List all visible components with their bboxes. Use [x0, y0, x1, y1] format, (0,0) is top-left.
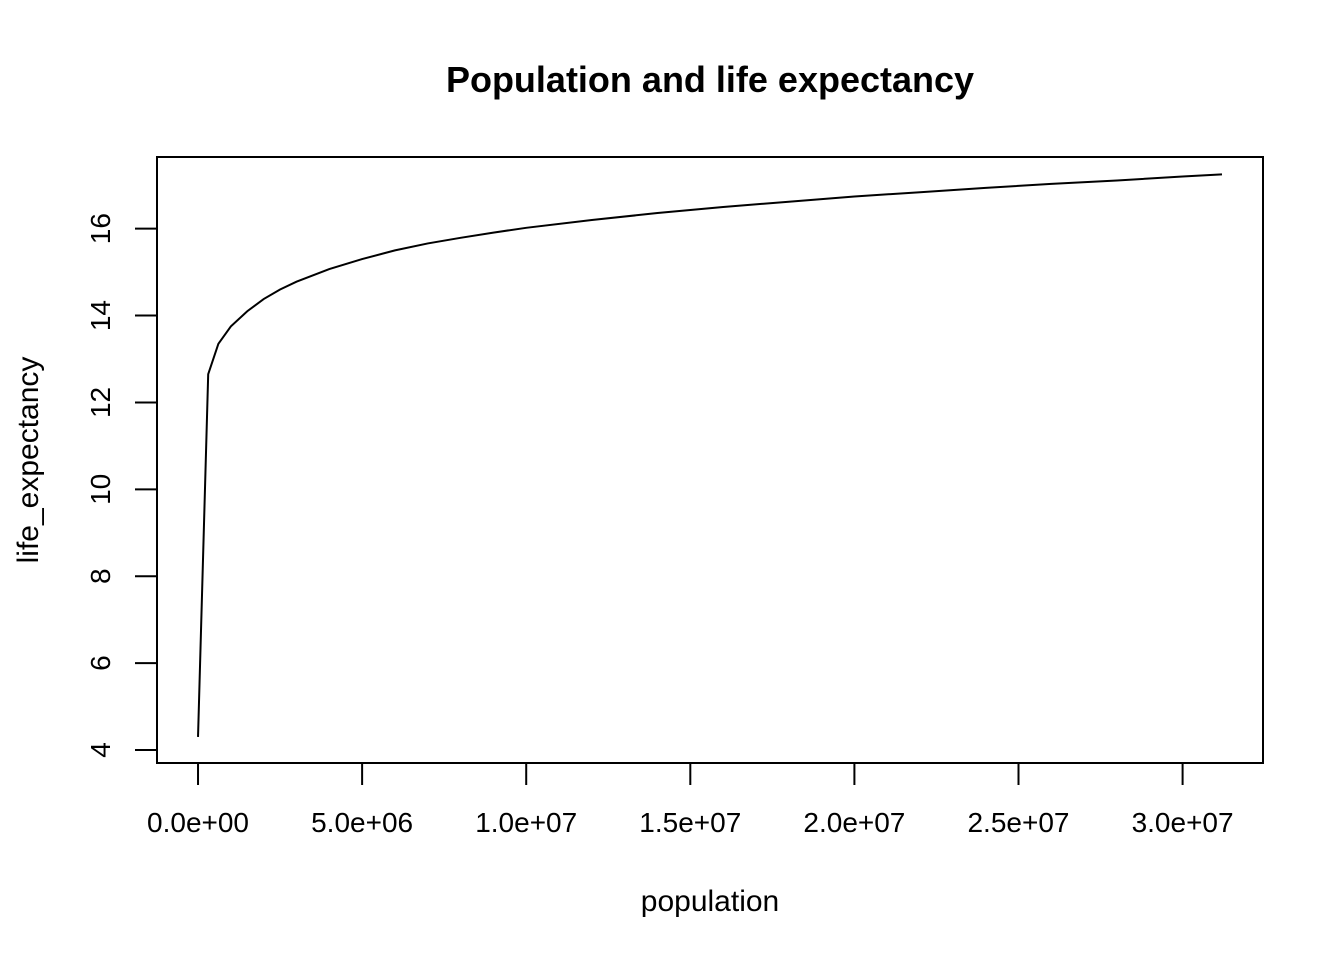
- y-axis: 4 6 8 10 12 14 16: [85, 213, 158, 758]
- y-axis-title: life_expectancy: [12, 357, 45, 564]
- chart-title: Population and life expectancy: [446, 59, 974, 100]
- x-tick-label: 2.0e+07: [803, 807, 905, 838]
- series-layer: [197, 173, 1223, 737]
- y-tick-label: 4: [85, 742, 116, 758]
- x-tick-label: 1.5e+07: [639, 807, 741, 838]
- x-tick-label: 3.0e+07: [1132, 807, 1234, 838]
- plot-frame: [156, 156, 1264, 764]
- x-tick-label: 1.0e+07: [475, 807, 577, 838]
- y-tick-label: 6: [85, 655, 116, 671]
- x-axis-title: population: [641, 885, 779, 918]
- y-tick-label: 8: [85, 568, 116, 584]
- series-line: [197, 173, 1223, 737]
- x-tick-label: 2.5e+07: [967, 807, 1069, 838]
- y-tick-label: 12: [85, 387, 116, 418]
- x-tick-label: 5.0e+06: [311, 807, 413, 838]
- y-tick-label: 14: [85, 300, 116, 331]
- y-tick-label: 16: [85, 213, 116, 244]
- x-tick-label: 0.0e+00: [147, 807, 249, 838]
- y-tick-label: 10: [85, 474, 116, 505]
- x-axis: 0.0e+00 5.0e+06 1.0e+07 1.5e+07 2.0e+07 2.5e+…: [147, 762, 1234, 838]
